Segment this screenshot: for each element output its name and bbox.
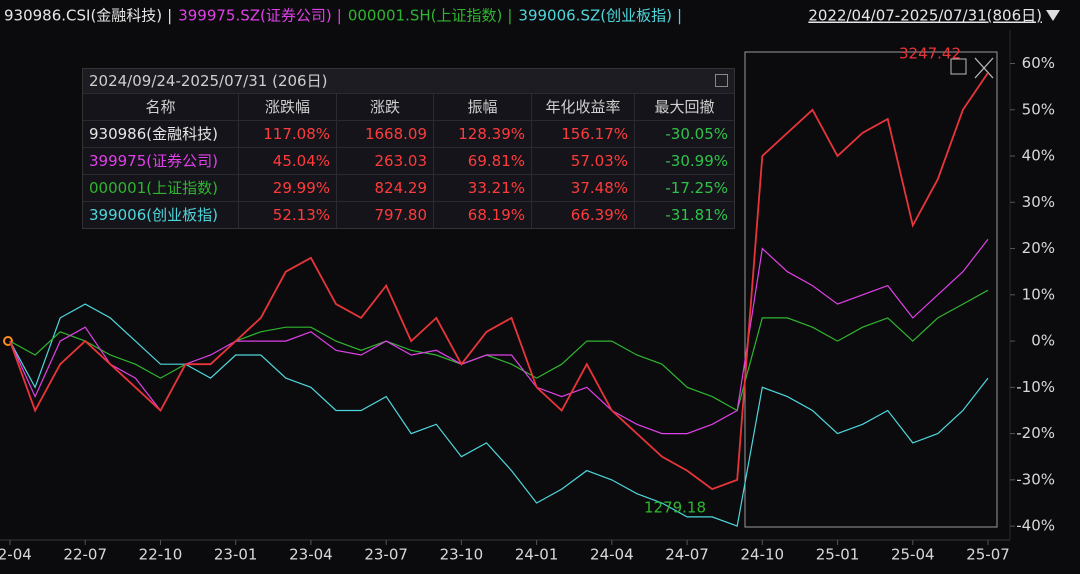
- series-line: [9, 289, 989, 412]
- table-cell: 66.39%: [531, 202, 634, 228]
- table-cell: -30.05%: [634, 121, 734, 147]
- row-name: 930986(金融科技): [89, 125, 218, 143]
- column-header: 最大回撤: [634, 94, 734, 120]
- legend-separator: |: [677, 7, 682, 25]
- y-tick-label: -30%: [1016, 470, 1055, 488]
- table-cell: 117.08%: [238, 121, 336, 147]
- y-tick-label: 50%: [1022, 100, 1055, 118]
- column-header: 振幅: [433, 94, 531, 120]
- column-header: 名称: [145, 98, 176, 116]
- table-cell: 68.19%: [433, 202, 531, 228]
- x-tick-label: 23-01: [214, 546, 258, 564]
- x-tick-label: 24-10: [741, 546, 785, 564]
- series-line: [9, 303, 989, 527]
- y-tick-label: -20%: [1016, 424, 1055, 442]
- stats-table: 2024/09/24-2025/07/31 (206日) 名称 涨跌幅 涨跌 振幅 年化收…: [82, 68, 735, 229]
- series-line: [9, 72, 989, 491]
- y-tick-label: 30%: [1022, 193, 1055, 211]
- table-row: 399006(创业板指) 52.13% 797.80 68.19% 66.39% -31.…: [83, 201, 734, 228]
- close-icon[interactable]: [974, 57, 994, 79]
- y-tick-label: -10%: [1016, 378, 1055, 396]
- table-title: 2024/09/24-2025/07/31 (206日): [83, 69, 734, 93]
- table-cell: -30.99%: [634, 148, 734, 174]
- x-tick-label: 23-04: [289, 546, 333, 564]
- x-tick-label: 24-04: [590, 546, 634, 564]
- table-cell: 263.03: [336, 148, 433, 174]
- table-cell: 29.99%: [238, 175, 336, 201]
- legend-separator: |: [167, 7, 172, 25]
- row-name: 399975(证券公司): [89, 152, 218, 170]
- dropdown-arrow[interactable]: [1046, 10, 1060, 21]
- y-tick-label: -40%: [1016, 517, 1055, 535]
- legend-entry: 000001.SH(上证指数): [348, 7, 503, 25]
- table-header: 名称 涨跌幅 涨跌 振幅 年化收益率 最大回撤: [83, 93, 734, 120]
- x-tick-label: 24-01: [515, 546, 559, 564]
- x-tick-label: 25-01: [816, 546, 860, 564]
- x-tick-label: 23-07: [364, 546, 408, 564]
- start-marker: [3, 336, 13, 346]
- legend-separator: |: [507, 7, 512, 25]
- table-cell: 52.13%: [238, 202, 336, 228]
- table-cell: 69.81%: [433, 148, 531, 174]
- table-cell: -17.25%: [634, 175, 734, 201]
- table-row: 399975(证券公司) 45.04% 263.03 69.81% 57.03% -30.…: [83, 147, 734, 174]
- table-cell: 824.29: [336, 175, 433, 201]
- annotation: 3247.42: [899, 45, 961, 63]
- table-row: 930986(金融科技) 117.08% 1668.09 128.39% 156.17%…: [83, 120, 734, 147]
- restore-icon[interactable]: [950, 58, 967, 75]
- table-cell: 45.04%: [238, 148, 336, 174]
- x-tick-label: 22-07: [63, 546, 107, 564]
- table-cell: 37.48%: [531, 175, 634, 201]
- table-cell: 33.21%: [433, 175, 531, 201]
- legend-entry: 930986.CSI(金融科技): [4, 7, 162, 25]
- y-tick-label: 60%: [1022, 54, 1055, 72]
- x-tick-label: 24-07: [665, 546, 709, 564]
- annotation: 1279.18: [644, 499, 706, 517]
- x-tick-label: 25-04: [891, 546, 935, 564]
- table-cell: 57.03%: [531, 148, 634, 174]
- table-close[interactable]: [715, 74, 728, 87]
- legend-entry: 399006.SZ(创业板指): [518, 7, 672, 25]
- legend-separator: |: [337, 7, 342, 25]
- table-cell: 156.17%: [531, 121, 634, 147]
- range-highlight: [744, 51, 998, 528]
- column-header: 涨跌幅: [238, 94, 336, 120]
- column-header: 涨跌: [336, 94, 433, 120]
- y-tick-label: 0%: [1031, 332, 1055, 350]
- y-tick-label: 20%: [1022, 239, 1055, 257]
- row-name: 000001(上证指数): [89, 179, 218, 197]
- legend: 930986.CSI(金融科技) | 399975.SZ(证券公司) | 000001.…: [4, 7, 682, 25]
- x-tick-label: 22-10: [139, 546, 183, 564]
- table-cell: -31.81%: [634, 202, 734, 228]
- column-header: 年化收益率: [531, 94, 634, 120]
- x-tick-label: 22-04: [0, 546, 32, 564]
- table-row: 000001(上证指数) 29.99% 824.29 33.21% 37.48% -17.…: [83, 174, 734, 201]
- range-label: 2022/04/07-2025/07/31(806日): [808, 7, 1042, 25]
- y-tick-label: 10%: [1022, 285, 1055, 303]
- table-cell: 797.80: [336, 202, 433, 228]
- x-tick-label: 25-07: [966, 546, 1010, 564]
- x-tick-label: 23-10: [440, 546, 484, 564]
- table-cell: 128.39%: [433, 121, 531, 147]
- row-name: 399006(创业板指): [89, 206, 218, 224]
- legend-entry: 399975.SZ(证券公司): [178, 7, 332, 25]
- y-tick-label: 40%: [1022, 147, 1055, 165]
- table-cell: 1668.09: [336, 121, 433, 147]
